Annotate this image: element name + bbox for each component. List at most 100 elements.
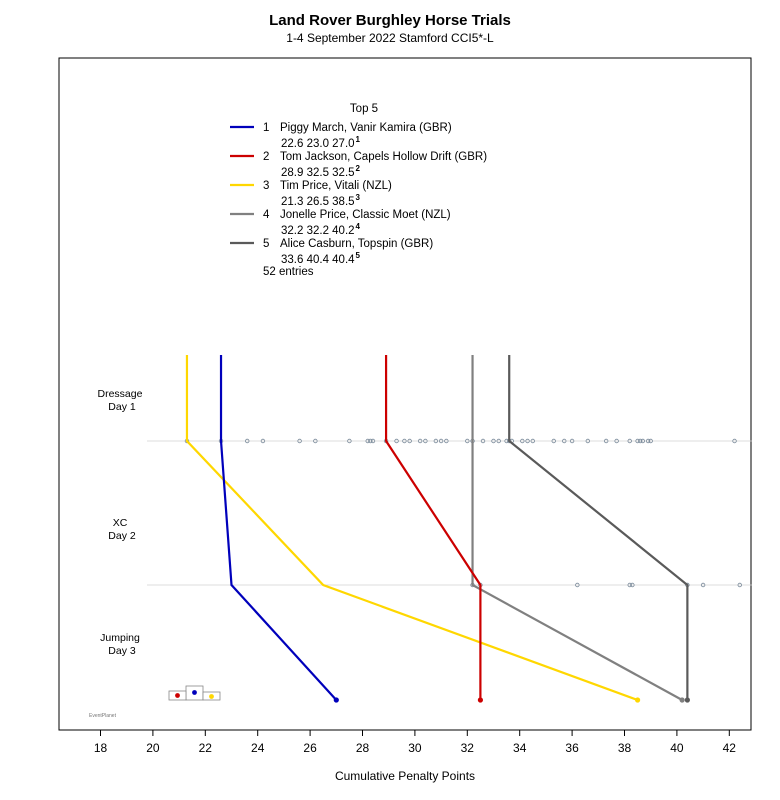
x-tick-label-30: 30	[408, 741, 422, 755]
stage-gridlines	[147, 440, 752, 586]
field-point-dressage	[480, 438, 486, 444]
field-point-dressage	[433, 438, 439, 444]
field-point-dressage	[444, 438, 449, 444]
x-tick-label-24: 24	[251, 741, 265, 755]
field-point-dressage	[368, 438, 373, 444]
field-point-dressage	[407, 438, 412, 444]
series-end-point-1	[333, 697, 339, 703]
field-point-dressage	[638, 438, 643, 444]
stage-label-2: XC	[113, 517, 128, 529]
field-point-dressage	[627, 438, 632, 444]
series-line-4	[471, 355, 683, 701]
field-point-dressage	[603, 438, 609, 444]
field-points	[184, 438, 742, 588]
x-axis-label: Cumulative Penalty Points	[334, 769, 476, 783]
field-point-dressage	[551, 438, 556, 444]
field-point-dressage	[394, 438, 399, 444]
field-point-dressage	[260, 438, 266, 444]
field-point-dressage	[417, 438, 423, 444]
field-point-dressage	[438, 438, 444, 444]
legend-place-1: 1	[356, 135, 361, 144]
series-end-point-5	[684, 697, 690, 703]
field-point-dressage	[569, 438, 575, 444]
legend-place-2: 2	[356, 164, 361, 173]
legend-scores-3: 21.3 26.5 38.5	[281, 196, 355, 208]
legend-entry-5: Alice Casburn, Topspin (GBR)	[280, 238, 433, 250]
stage-day-3: Day 3	[108, 645, 136, 657]
field-point-xc	[575, 582, 580, 588]
field-point-dressage	[640, 438, 646, 444]
series-line-1	[219, 355, 338, 701]
series-end-point-2	[477, 697, 483, 703]
stage-day-2: Day 2	[108, 530, 136, 542]
field-point-dressage	[297, 438, 302, 444]
field-point-dressage	[423, 438, 428, 444]
x-tick-label-38: 38	[618, 741, 632, 755]
stage-day-1: Day 1	[108, 401, 136, 413]
chart-subtitle: 1-4 September 2022 Stamford CCI5*-L	[286, 31, 494, 45]
field-point-dressage	[465, 438, 470, 444]
legend-rank-3: 3	[263, 180, 269, 192]
podium-third-dot	[209, 694, 214, 699]
legend-rank-1: 1	[263, 122, 269, 134]
legend-scores-4: 32.2 32.2 40.2	[281, 225, 355, 237]
field-point-xc	[627, 582, 632, 588]
stage-label-3: Jumping	[100, 632, 140, 644]
field-point-dressage	[530, 438, 535, 444]
field-point-dressage	[245, 438, 250, 444]
legend-rank-4: 4	[263, 209, 270, 221]
legend-scores-2: 28.9 32.5 32.5	[281, 167, 355, 179]
field-point-dressage	[585, 438, 591, 444]
field-point-dressage	[496, 438, 501, 444]
field-point-xc	[700, 582, 706, 588]
field-point-dressage	[635, 438, 640, 444]
legend-scores-5: 33.6 40.4 40.4	[281, 254, 355, 266]
field-point-dressage	[365, 438, 370, 444]
x-tick-label-36: 36	[565, 741, 579, 755]
x-tick-label-22: 22	[199, 741, 213, 755]
legend-scores-1: 22.6 23.0 27.0	[281, 138, 355, 150]
x-tick-label-28: 28	[356, 741, 370, 755]
event-logo: EventPlanet	[89, 685, 221, 719]
logo-text: EventPlanet	[89, 713, 117, 719]
series-line-3	[185, 355, 638, 702]
chart-title: Land Rover Burghley Horse Trials	[269, 12, 511, 29]
legend-place-4: 4	[356, 222, 361, 231]
series-line-2	[384, 355, 482, 700]
legend-entry-2: Tom Jackson, Capels Hollow Drift (GBR)	[280, 151, 487, 163]
field-point-dressage	[732, 438, 737, 444]
x-tick-label-20: 20	[146, 741, 160, 755]
field-point-dressage	[525, 438, 530, 444]
x-tick-label-18: 18	[94, 741, 108, 755]
legend-entry-3: Tim Price, Vitali (NZL)	[280, 180, 392, 192]
field-point-dressage	[520, 438, 525, 444]
field-point-dressage	[648, 438, 653, 444]
legend-place-5: 5	[356, 251, 361, 260]
legend-place-3: 3	[356, 193, 361, 202]
field-point-dressage	[347, 438, 352, 444]
series-line-5	[508, 355, 689, 700]
stage-label-1: Dressage	[98, 388, 143, 400]
legend-rank-2: 2	[263, 151, 269, 163]
legend-title: Top 5	[350, 103, 378, 115]
podium-first-dot	[192, 690, 197, 695]
x-tick-label-32: 32	[461, 741, 475, 755]
field-point-xc	[630, 582, 635, 588]
field-point-dressage	[614, 438, 619, 444]
series-end-point-4	[679, 697, 685, 703]
field-point-dressage	[370, 438, 376, 444]
field-point-dressage	[562, 438, 567, 444]
x-tick-label-26: 26	[303, 741, 317, 755]
podium-second-dot	[175, 693, 180, 698]
x-tick-label-34: 34	[513, 741, 527, 755]
series-lines	[185, 355, 690, 703]
field-point-dressage	[491, 438, 496, 444]
field-point-dressage	[645, 438, 651, 444]
plot-frame	[58, 57, 752, 731]
entries-note: 52 entries	[263, 266, 314, 278]
legend-entry-1: Piggy March, Vanir Kamira (GBR)	[280, 122, 452, 134]
series-end-point-3	[635, 697, 641, 703]
legend: Top 51 Piggy March, Vanir Kamira (GBR)22.…	[230, 103, 487, 278]
